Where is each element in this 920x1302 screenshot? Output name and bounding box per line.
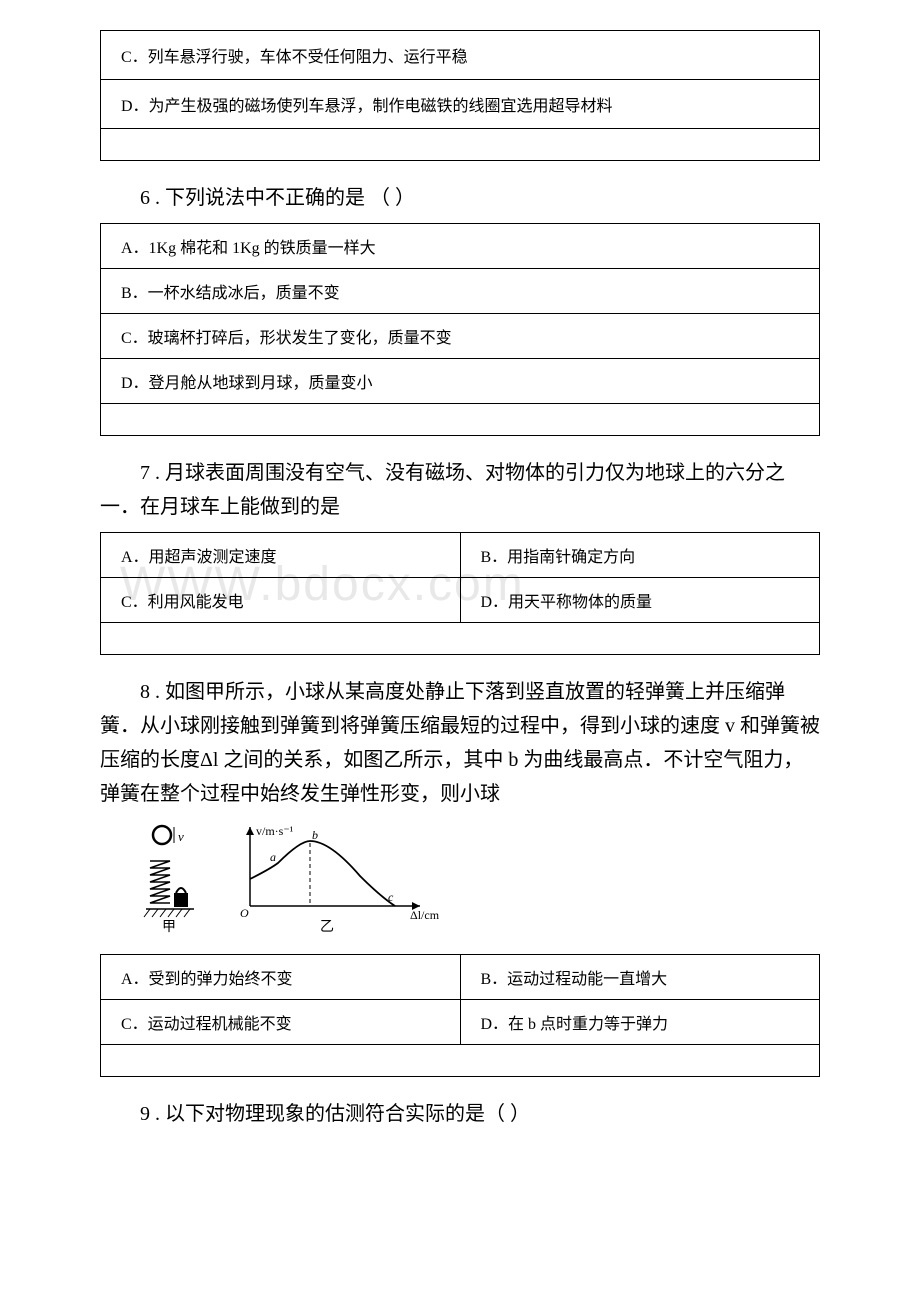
point-c-label: c	[388, 890, 394, 904]
q9-stem: 9 . 以下对物理现象的估测符合实际的是（ ）	[100, 1097, 820, 1131]
q8-option-c: C．运动过程机械能不变	[101, 1000, 461, 1045]
y-axis-label: v/m·s⁻¹	[256, 824, 294, 838]
q8-figure: v 甲	[140, 821, 820, 946]
weight-handle-icon	[176, 888, 186, 893]
point-b-label: b	[312, 828, 318, 842]
ball-icon	[153, 826, 171, 844]
spring-icon	[150, 861, 170, 903]
q6-option-b: B．一杯水结成冰后，质量不变	[101, 269, 820, 314]
q8-option-d: D．在 b 点时重力等于弹力	[460, 1000, 820, 1045]
q6-option-a: A．1Kg 棉花和 1Kg 的铁质量一样大	[101, 224, 820, 269]
x-axis-label: Δl/cm	[410, 908, 440, 922]
q7-option-d: D．用天平称物体的质量	[460, 578, 820, 623]
ball-v-label: v	[178, 829, 184, 844]
q5-option-d: D．为产生极强的磁场使列车悬浮，制作电磁铁的线圈宜选用超导材料	[101, 80, 820, 129]
q5-option-c: C．列车悬浮行驶，车体不受任何阻力、运行平稳	[101, 31, 820, 80]
point-a-label: a	[270, 850, 276, 864]
q8-option-a: A．受到的弹力始终不变	[101, 955, 461, 1000]
figure-right-label: 乙	[320, 919, 334, 935]
q5-options-tail: C．列车悬浮行驶，车体不受任何阻力、运行平稳 D．为产生极强的磁场使列车悬浮，制…	[100, 30, 820, 161]
q7-option-a: A．用超声波测定速度	[101, 533, 461, 578]
q7-stem: 7 . 月球表面周围没有空气、没有磁场、对物体的引力仅为地球上的六分之一．在月球…	[100, 456, 820, 524]
figure-left-label: 甲	[162, 920, 176, 935]
q8-empty-row	[101, 1045, 820, 1077]
q8-option-b: B．运动过程动能一直增大	[460, 955, 820, 1000]
q7-empty-row	[101, 623, 820, 655]
q7-option-b: B．用指南针确定方向	[460, 533, 820, 578]
q5-empty-row	[101, 129, 820, 161]
q6-stem: 6 . 下列说法中不正确的是 （ ）	[100, 181, 820, 215]
weight-base-icon	[174, 893, 188, 907]
q7-options: A．用超声波测定速度 B．用指南针确定方向 C．利用风能发电 D．用天平称物体的…	[100, 532, 820, 655]
q8-figure-svg: v 甲	[140, 821, 460, 941]
q8-options: A．受到的弹力始终不变 B．运动过程动能一直增大 C．运动过程机械能不变 D．在…	[100, 954, 820, 1077]
q8-stem: 8 . 如图甲所示，小球从某高度处静止下落到竖直放置的轻弹簧上并压缩弹簧．从小球…	[100, 675, 820, 811]
q6-option-d: D．登月舱从地球到月球，质量变小	[101, 359, 820, 404]
q6-empty-row	[101, 404, 820, 436]
q7-option-c: C．利用风能发电	[101, 578, 461, 623]
y-axis-arrow	[246, 827, 254, 835]
q6-option-c: C．玻璃杯打碎后，形状发生了变化，质量不变	[101, 314, 820, 359]
q6-options: A．1Kg 棉花和 1Kg 的铁质量一样大 B．一杯水结成冰后，质量不变 C．玻…	[100, 223, 820, 436]
origin-label: O	[240, 906, 249, 920]
